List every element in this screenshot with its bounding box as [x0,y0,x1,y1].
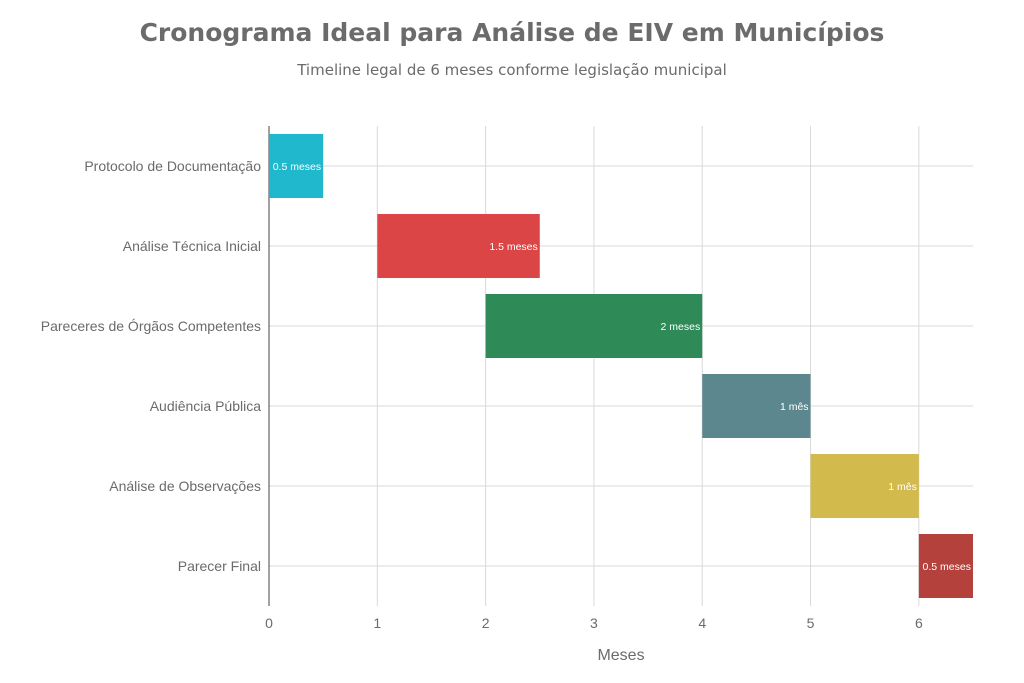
x-tick-label: 0 [265,615,273,631]
bar-data-label: 2 meses [661,321,701,333]
bar-data-label: 1 mês [888,481,917,493]
chart-subtitle: Timeline legal de 6 meses conforme legis… [297,61,727,79]
chart-title: Cronograma Ideal para Análise de EIV em … [139,18,885,47]
y-axis-label: Pareceres de Órgãos Competentes [41,318,261,334]
x-axis-title: Meses [597,647,644,664]
x-axis-ticks: 0 1 2 3 4 5 6 [265,615,923,631]
y-axis-labels: Protocolo de Documentação Análise Técnica… [41,158,261,574]
y-axis-label: Análise Técnica Inicial [123,238,261,254]
grid-lines [268,126,973,606]
bar-data-label: 0.5 meses [273,161,321,173]
gantt-bar [485,294,703,358]
x-tick-label: 6 [915,615,923,631]
bar-data-label: 1 mês [780,401,809,413]
x-tick-label: 3 [590,615,598,631]
y-axis-label: Análise de Observações [109,478,261,494]
bars-group: 0.5 meses 1.5 meses 2 meses 1 mês 1 mês 0.5 m… [269,134,973,598]
y-axis-label: Audiência Pública [150,398,262,414]
y-axis-label: Protocolo de Documentação [84,158,261,174]
gantt-bar [918,534,973,598]
gantt-bar [269,134,324,198]
y-axis-label: Parecer Final [178,558,261,574]
x-tick-label: 4 [698,615,706,631]
bar-data-label: 1.5 meses [489,241,537,253]
gantt-bar [377,214,540,278]
x-tick-label: 2 [482,615,490,631]
x-tick-label: 1 [373,615,381,631]
bar-data-label: 0.5 meses [923,561,971,573]
gantt-bar [810,454,919,518]
x-tick-label: 5 [807,615,815,631]
gantt-bar [702,374,811,438]
